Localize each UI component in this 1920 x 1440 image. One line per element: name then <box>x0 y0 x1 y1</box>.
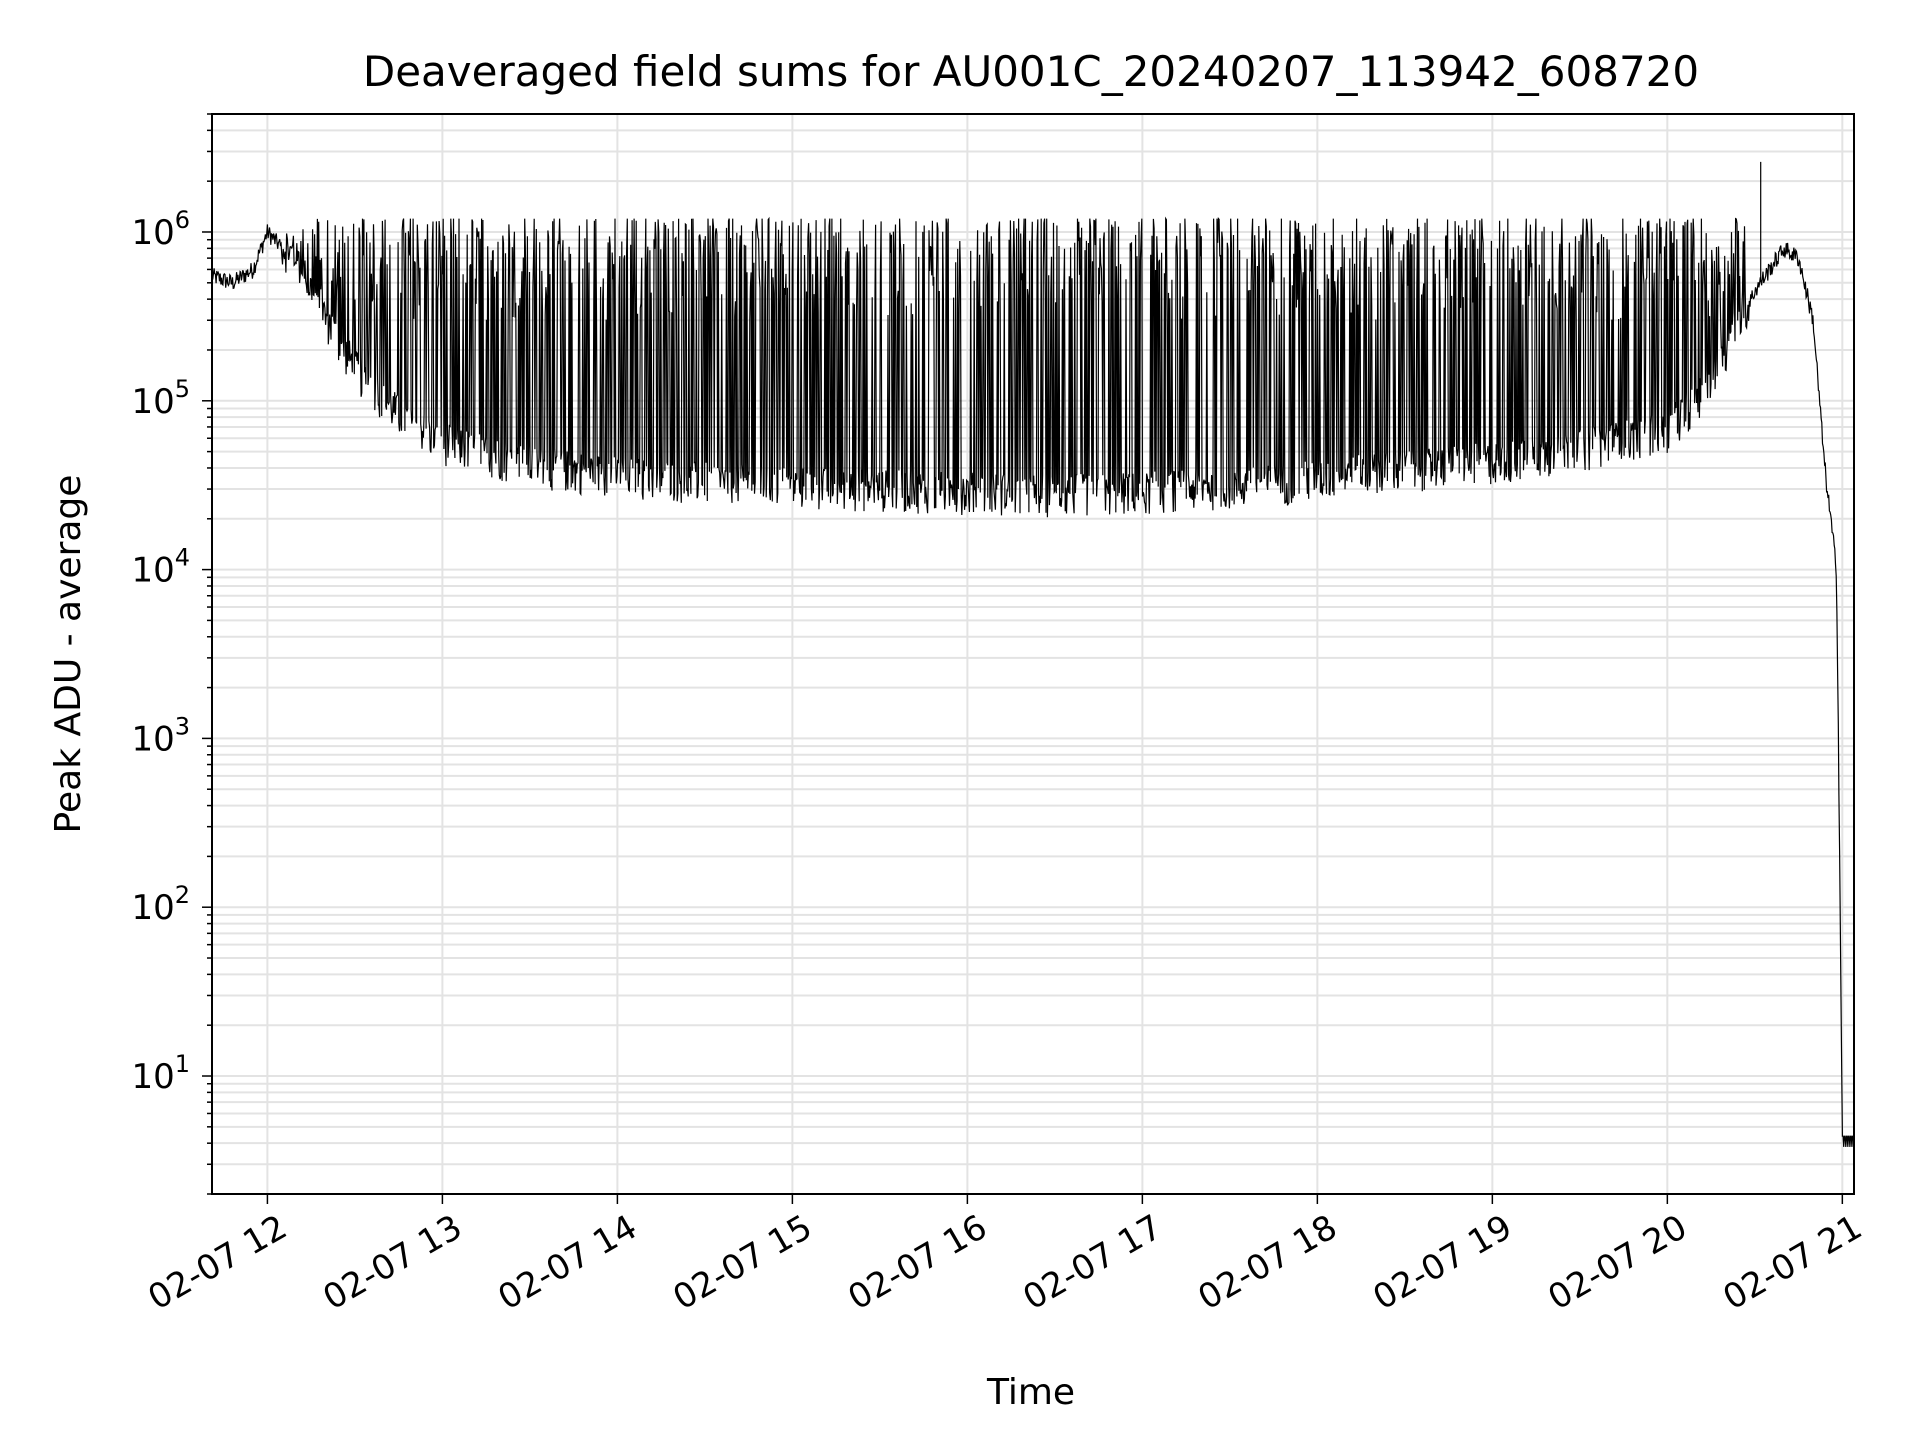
y-tick-label: 103 <box>131 712 190 759</box>
y-tick-label: 101 <box>131 1050 190 1097</box>
x-tick-label: 02-07 12 <box>142 1207 294 1318</box>
y-axis: 101 102 103 104 105 106 <box>131 113 212 1195</box>
y-tick-label: 104 <box>131 544 190 591</box>
x-axis: 02-07 12 02-07 13 02-07 14 02-07 15 02-07 16… <box>142 1194 1869 1318</box>
x-tick-label: 02-07 14 <box>492 1207 644 1318</box>
x-tick-label: 02-07 17 <box>1016 1207 1168 1318</box>
plot-frame <box>211 113 1855 1195</box>
y-axis-label: Peak ADU - average <box>48 475 89 834</box>
y-tick-label: 106 <box>131 206 190 253</box>
x-tick-label: 02-07 20 <box>1541 1207 1693 1318</box>
x-tick-label: 02-07 16 <box>841 1207 993 1318</box>
x-tick-label: 02-07 15 <box>666 1207 818 1318</box>
x-tick-label: 02-07 19 <box>1366 1207 1518 1318</box>
y-tick-label: 105 <box>131 375 190 422</box>
y-tick-label: 102 <box>131 881 190 928</box>
x-tick-label: 02-07 21 <box>1716 1207 1868 1318</box>
x-tick-label: 02-07 18 <box>1191 1207 1343 1318</box>
x-tick-label: 02-07 13 <box>317 1207 469 1318</box>
x-axis-label: Time <box>986 1372 1075 1413</box>
series <box>211 161 1855 1147</box>
series-line <box>211 161 1855 1147</box>
chart-title: Deaveraged field sums for AU001C_2024020… <box>363 47 1699 96</box>
